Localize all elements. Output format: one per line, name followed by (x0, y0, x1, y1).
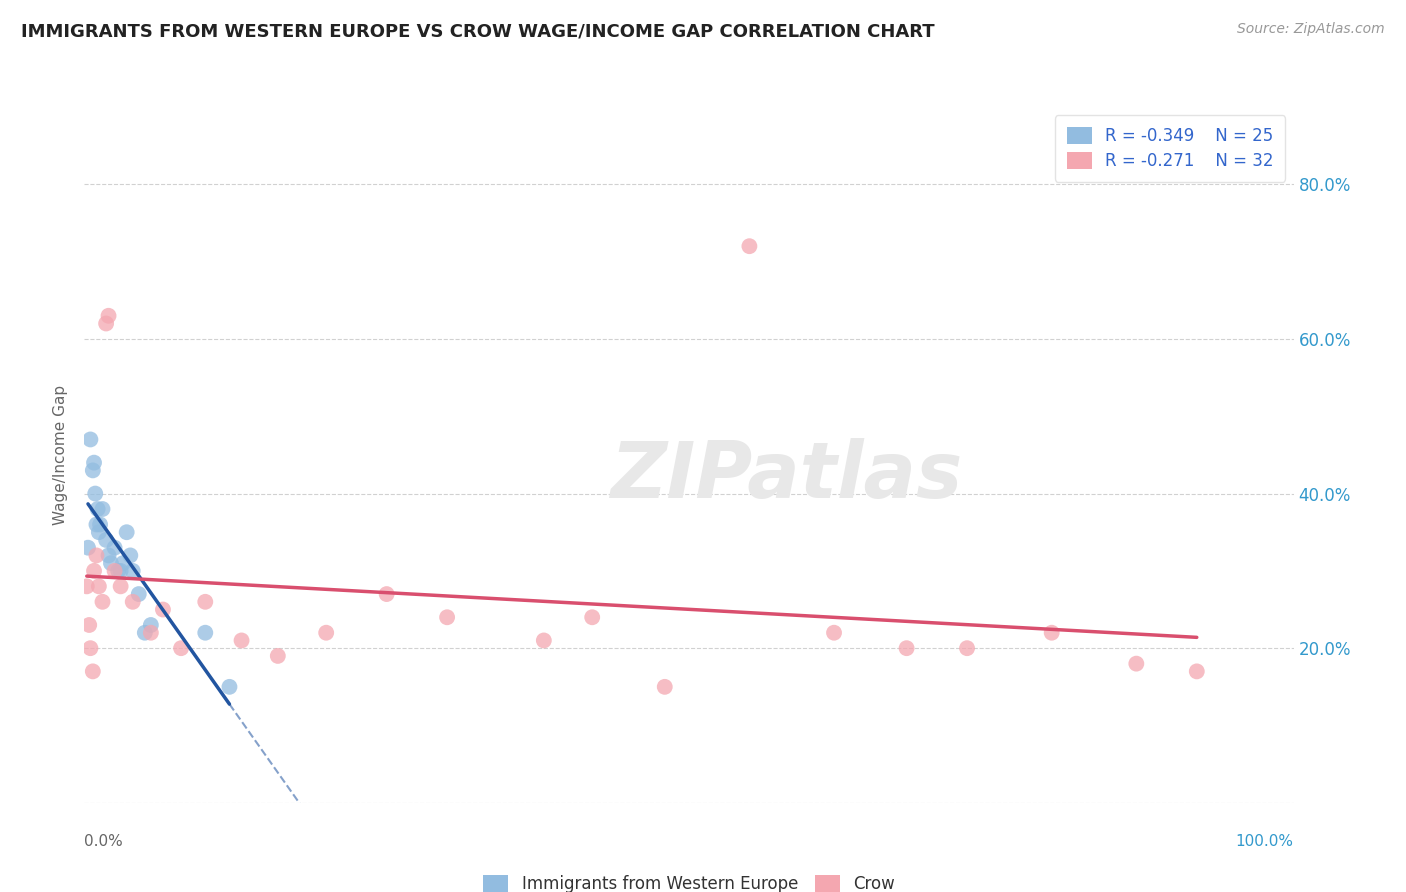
Text: ZIPatlas: ZIPatlas (610, 438, 962, 514)
Point (76, 579, 98, 593)
Point (581, 610, 603, 624)
Y-axis label: Wage/Income Gap: Wage/Income Gap (53, 384, 69, 525)
Legend: Immigrants from Western Europe, Crow: Immigrants from Western Europe, Crow (475, 867, 903, 892)
Point (121, 595, 143, 609)
Point (194, 595, 217, 609)
Point (110, 579, 132, 593)
Point (87, 579, 110, 593)
Point (436, 610, 458, 624)
Point (823, 625, 845, 640)
Point (86, 517, 108, 532)
Point (218, 680, 240, 694)
Point (315, 625, 337, 640)
Point (375, 587, 398, 601)
Point (115, 525, 138, 540)
Point (267, 648, 290, 663)
Text: 100.0%: 100.0% (1236, 834, 1294, 849)
Point (121, 564, 143, 578)
Text: Source: ZipAtlas.com: Source: ZipAtlas.com (1237, 22, 1385, 37)
Point (86, 549, 108, 563)
Point (194, 625, 217, 640)
Point (128, 587, 150, 601)
Point (134, 625, 156, 640)
Point (104, 564, 127, 578)
Point (100, 556, 122, 570)
Point (89, 517, 111, 532)
Point (97, 309, 120, 323)
Point (91, 595, 114, 609)
Point (152, 602, 174, 616)
Point (1040, 625, 1063, 640)
Point (77, 541, 100, 555)
Point (654, 680, 676, 694)
Text: 0.0%: 0.0% (84, 834, 124, 849)
Point (84, 486, 107, 500)
Point (79, 433, 101, 447)
Point (112, 556, 135, 570)
Point (86, 502, 108, 516)
Point (170, 641, 193, 656)
Point (77, 618, 100, 632)
Point (83, 456, 105, 470)
Point (83, 564, 105, 578)
Point (82, 665, 104, 679)
Text: IMMIGRANTS FROM WESTERN EUROPE VS CROW WAGE/INCOME GAP CORRELATION CHART: IMMIGRANTS FROM WESTERN EUROPE VS CROW W… (21, 22, 935, 40)
Point (110, 564, 132, 578)
Point (79, 641, 101, 656)
Point (94, 533, 117, 547)
Point (738, 239, 761, 253)
Point (533, 633, 555, 648)
Point (82, 463, 104, 477)
Point (97, 549, 120, 563)
Point (87, 525, 110, 540)
Point (104, 541, 127, 555)
Point (896, 641, 918, 656)
Point (94, 317, 117, 331)
Point (139, 625, 162, 640)
Point (1185, 665, 1208, 679)
Point (139, 618, 162, 632)
Point (91, 502, 114, 516)
Point (1125, 657, 1147, 671)
Point (231, 633, 253, 648)
Point (107, 564, 129, 578)
Point (956, 641, 979, 656)
Point (120, 549, 142, 563)
